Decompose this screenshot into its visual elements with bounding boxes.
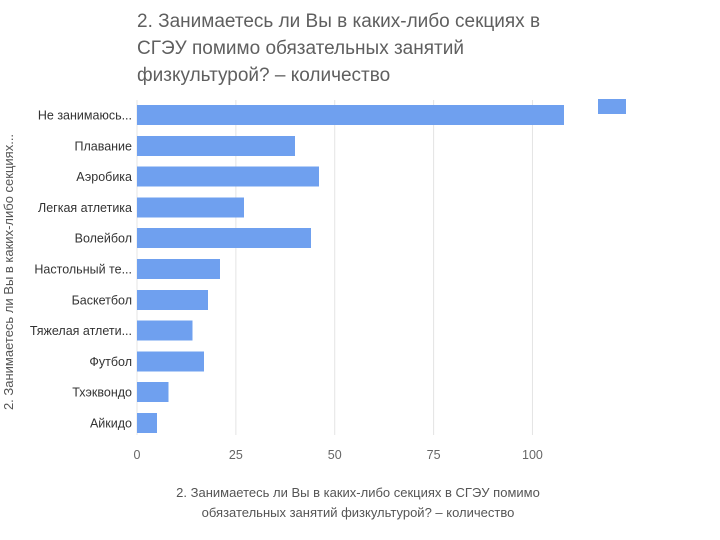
bar <box>137 166 319 187</box>
category-label: Тяжелая атлети... <box>30 324 132 338</box>
bar <box>137 413 157 433</box>
legend-swatch <box>598 99 626 114</box>
x-tick-label: 100 <box>522 448 543 462</box>
bars <box>137 105 565 433</box>
category-label: Волейбол <box>75 232 132 246</box>
chart-title-line: 2. Занимаетесь ли Вы в каких-либо секция… <box>137 11 540 32</box>
category-label: Футбол <box>89 355 132 369</box>
category-label: Плавание <box>74 139 132 153</box>
category-label: Баскетбол <box>72 293 132 307</box>
chart-title-line: физкультурой? – количество <box>137 65 390 86</box>
x-axis-label-line: обязательных занятий физкультурой? – кол… <box>202 505 515 520</box>
category-label: Аэробика <box>76 170 132 184</box>
y-axis-label: 2. Занимаетесь ли Вы в каких-либо секция… <box>1 134 16 410</box>
bar <box>137 289 209 310</box>
x-tick-label: 25 <box>229 448 243 462</box>
x-tick-label: 0 <box>134 448 141 462</box>
bar <box>137 382 169 403</box>
bar <box>137 351 205 372</box>
category-label: Айкидо <box>90 417 132 431</box>
bar <box>137 135 296 156</box>
bar <box>137 197 244 218</box>
category-labels: Не занимаюсь... Плавание Аэробика Легкая ат… <box>30 109 132 431</box>
category-label: Тхэквондо <box>72 386 132 400</box>
category-label: Не занимаюсь... <box>38 109 132 123</box>
y-axis-label-text: 2. Занимаетесь ли Вы в каких-либо секция… <box>1 134 16 410</box>
gridlines <box>136 100 533 435</box>
bar <box>137 259 221 279</box>
chart-title-line: СГЭУ помимо обязательных занятий <box>137 38 464 59</box>
x-tick-label: 75 <box>427 448 441 462</box>
bar <box>137 105 565 125</box>
chart-title: 2. Занимаетесь ли Вы в каких-либо секция… <box>137 11 540 86</box>
bar <box>137 228 311 249</box>
x-tick-labels: 0 25 50 75 100 <box>134 448 543 462</box>
x-tick-label: 50 <box>328 448 342 462</box>
x-axis-label-line: 2. Занимаетесь ли Вы в каких-либо секция… <box>176 485 540 500</box>
x-axis-label: 2. Занимаетесь ли Вы в каких-либо секция… <box>176 485 540 520</box>
category-label: Легкая атлетика <box>38 201 132 215</box>
bar <box>137 320 193 341</box>
category-label: Настольный те... <box>34 263 132 277</box>
